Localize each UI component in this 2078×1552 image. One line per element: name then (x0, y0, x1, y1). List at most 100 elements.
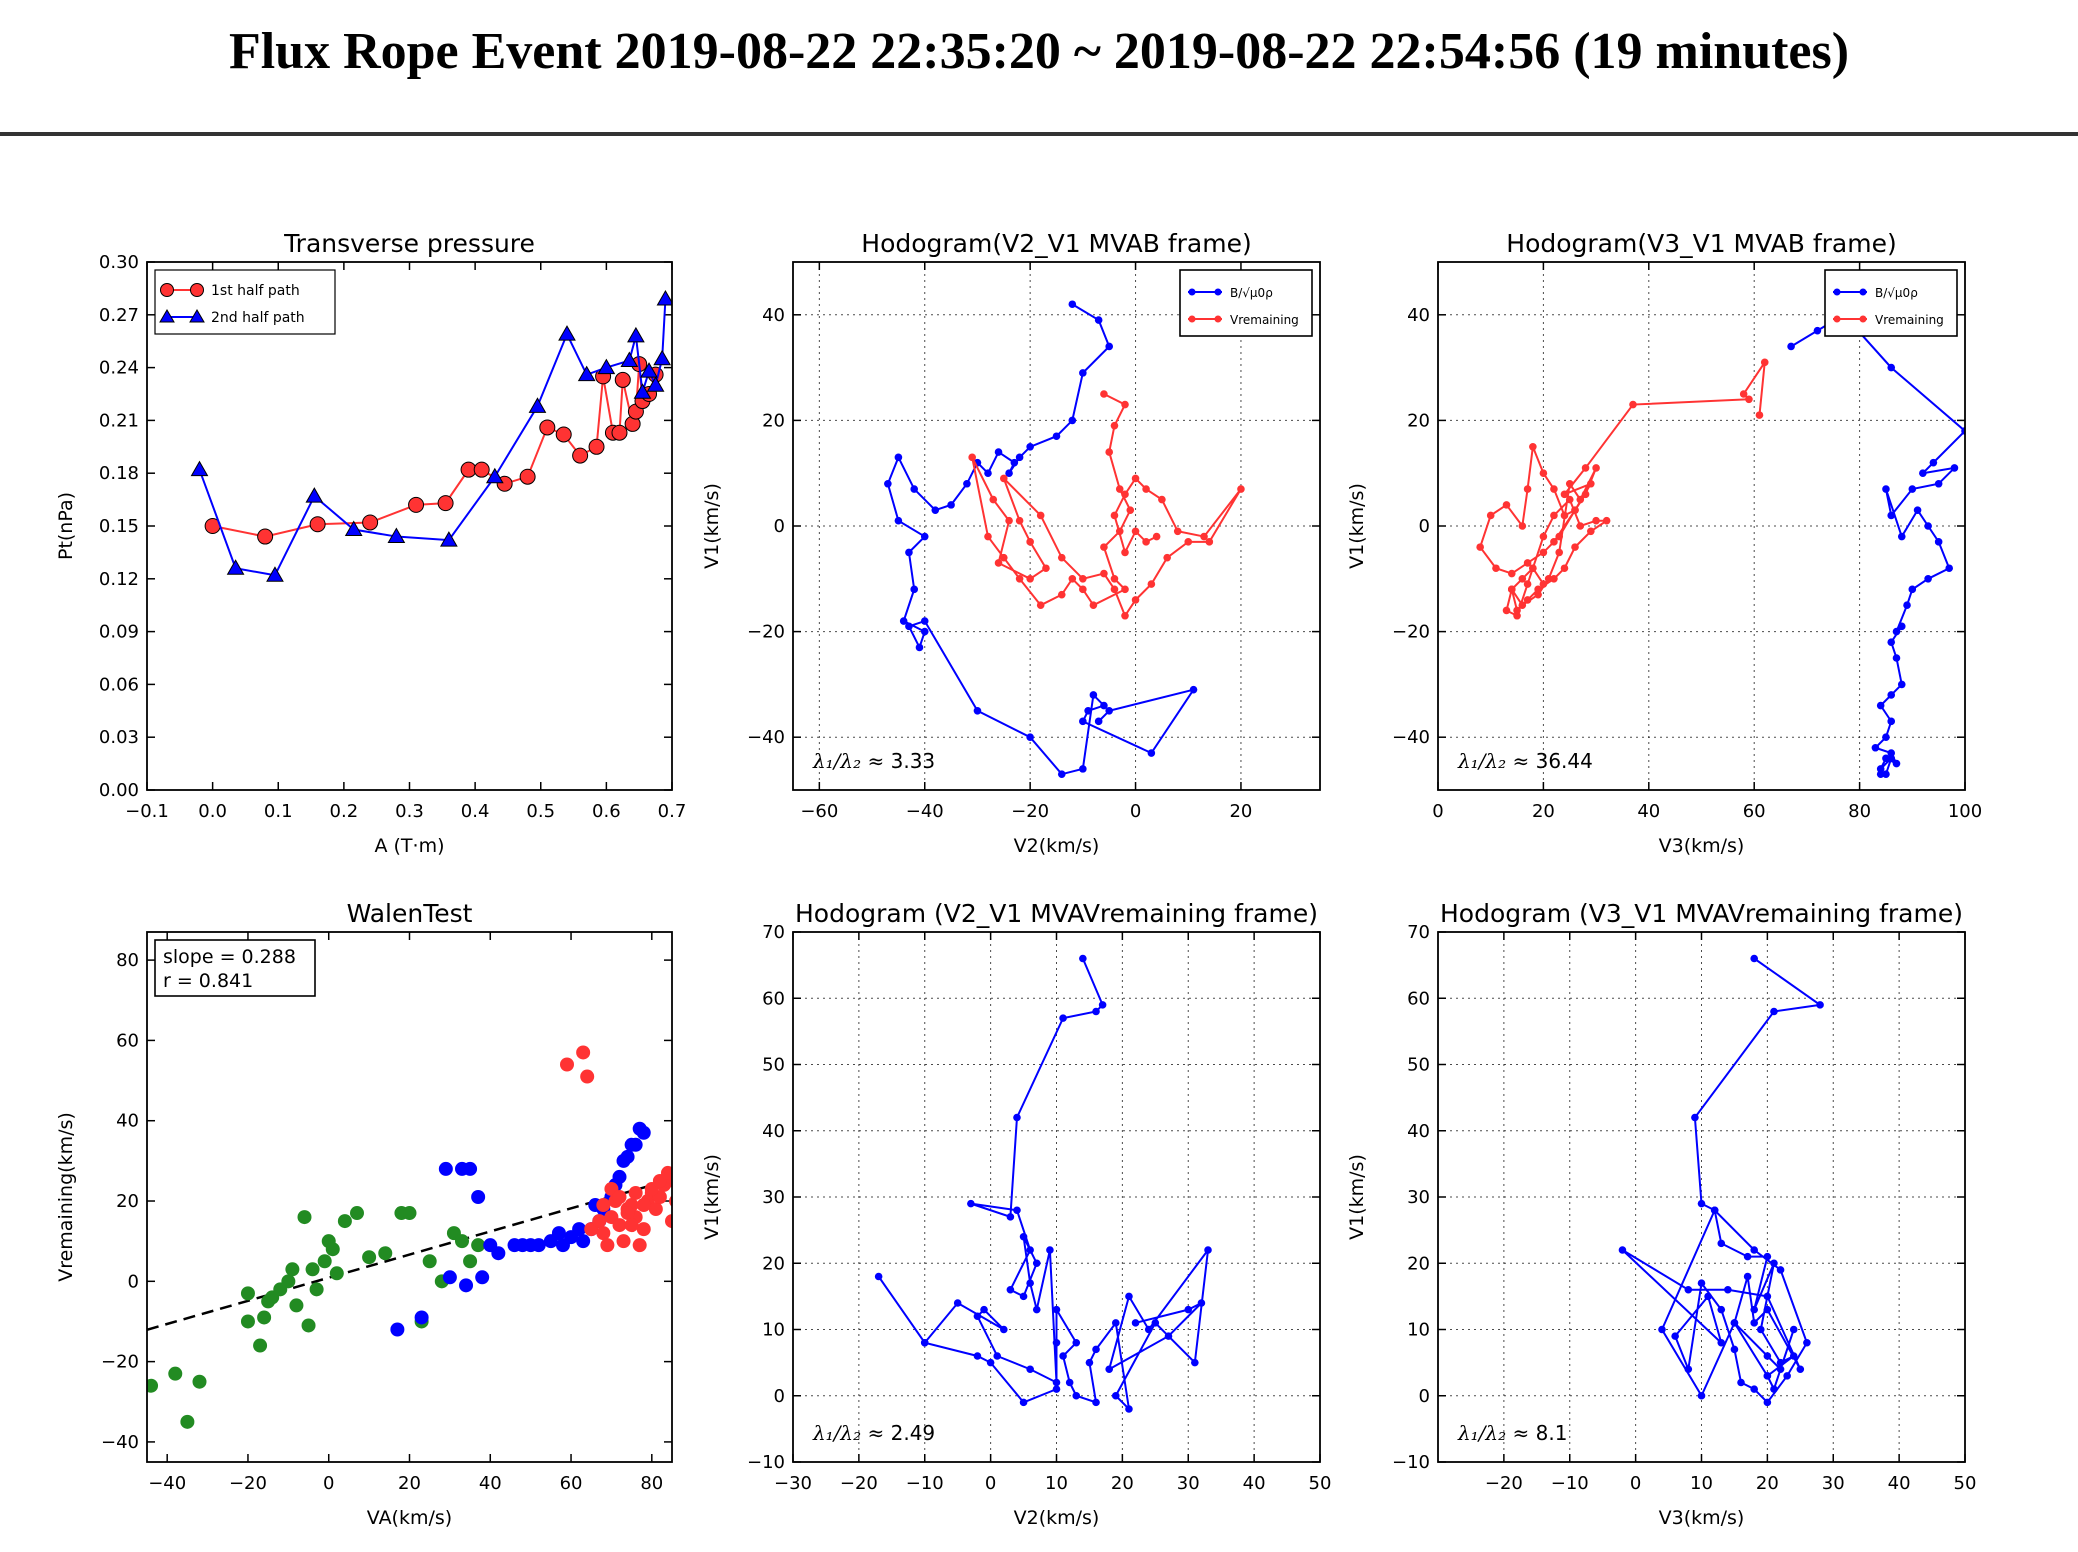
data-point (973, 1352, 982, 1360)
x-tick-label: −40 (906, 801, 944, 822)
data-point (612, 1190, 627, 1204)
data-point (1110, 421, 1119, 430)
data-point (1760, 358, 1769, 367)
y-tick-label: 0.27 (99, 305, 139, 326)
y-tick-label: 60 (1407, 988, 1430, 1009)
data-point (1550, 538, 1558, 546)
data-point (596, 1198, 611, 1213)
data-point (1876, 770, 1885, 778)
data-point (1581, 490, 1590, 499)
data-point (1079, 369, 1087, 377)
data-point (1026, 575, 1034, 583)
data-point (1539, 469, 1548, 478)
data-point (1005, 469, 1013, 478)
data-point (309, 1282, 324, 1297)
data-point (362, 1250, 377, 1265)
data-point (1565, 479, 1574, 488)
y-tick-label: 80 (116, 950, 139, 971)
data-point (1005, 516, 1013, 525)
data-point (1745, 395, 1753, 404)
data-point (1068, 300, 1077, 309)
data-point (555, 426, 572, 443)
data-point (1691, 1113, 1699, 1122)
data-point (1079, 717, 1087, 726)
data-point (1945, 564, 1953, 573)
data-point (620, 1206, 635, 1221)
data-point (910, 485, 919, 493)
legend-box (1179, 269, 1313, 337)
data-point (463, 1161, 478, 1176)
data-point (1144, 1325, 1153, 1334)
data-point (1057, 770, 1066, 778)
data-point (1121, 548, 1129, 557)
data-point (1502, 606, 1511, 615)
data-point (471, 1190, 486, 1204)
data-point (1125, 1292, 1133, 1301)
y-tick-label: 40 (762, 305, 785, 326)
y-tick-label: 0 (774, 1386, 785, 1407)
y-tick-label: 0.30 (99, 252, 139, 273)
data-point (1019, 1232, 1028, 1241)
data-point (1763, 1352, 1772, 1360)
x-tick-label: 60 (560, 1473, 583, 1494)
x-tick-label: 80 (640, 1473, 663, 1494)
data-point (920, 532, 929, 541)
data-point (620, 351, 639, 368)
data-point (1565, 495, 1574, 504)
data-point (1026, 1279, 1034, 1287)
y-tick-label: 0.18 (99, 463, 139, 484)
data-point (1046, 1246, 1054, 1254)
data-point (1513, 606, 1521, 615)
data-point (1079, 954, 1087, 963)
eigenvalue-ratio-label: λ₁/λ₂ ≈ 3.33 (812, 749, 935, 773)
data-point (455, 1234, 469, 1249)
data-point (636, 1198, 651, 1213)
y-tick-label: 20 (762, 410, 785, 431)
data-point (577, 365, 596, 382)
data-point (920, 627, 929, 636)
y-tick-label: 0.15 (99, 516, 139, 537)
x-tick-label: −60 (800, 801, 838, 822)
eigenvalue-ratio-label: λ₁/λ₂ ≈ 36.44 (1457, 749, 1593, 773)
data-point (1131, 1319, 1140, 1327)
chart-p5: −30 −20 −10 0 10 20 30 40 50 −10 0 10 20 30 40 50 60 70 Ho… (701, 899, 1331, 1529)
chart-p4: −40 −20 0 20 40 60 80 −40 −20 0 20 40 60 80 WalenTest V… (55, 899, 673, 1529)
chart-p1: −0.1 0.0 0.1 0.2 0.3 0.4 0.5 0.6 0.7 0.00 0.03 0.06… (55, 229, 686, 857)
data-point (560, 1057, 574, 1072)
data-point (592, 1214, 607, 1229)
data-point (1089, 601, 1098, 609)
y-axis-label: Vremaining(km/s) (55, 1112, 77, 1282)
data-point (1743, 1272, 1752, 1281)
data-point (1098, 1001, 1107, 1009)
x-tick-label: 0.5 (526, 801, 555, 822)
x-tick-label: 50 (1954, 1473, 1977, 1494)
data-point (344, 520, 363, 537)
data-point (1908, 485, 1917, 493)
y-tick-label: −10 (747, 1452, 785, 1473)
data-point (1629, 400, 1637, 409)
data-point (1072, 1391, 1081, 1400)
data-point (1100, 701, 1108, 710)
x-tick-label: 20 (1532, 801, 1555, 822)
series-line (877, 958, 1210, 1412)
data-point (632, 1238, 647, 1253)
data-point (1534, 590, 1542, 599)
data-point (1032, 1305, 1041, 1314)
data-point (1092, 1007, 1100, 1016)
data-point (1518, 575, 1527, 583)
data-point (1100, 390, 1108, 398)
legend-marker (1833, 288, 1841, 296)
data-point (1576, 522, 1585, 530)
data-point (1079, 575, 1087, 583)
data-point (1147, 580, 1156, 588)
data-point (1121, 585, 1129, 594)
data-point (1015, 453, 1024, 462)
data-point (1042, 564, 1050, 573)
page-title: Flux Rope Event 2019-08-22 22:35:20 ~ 20… (228, 23, 1850, 80)
y-tick-label: 20 (1407, 1253, 1430, 1274)
data-point (297, 1210, 312, 1225)
x-tick-label: 20 (1756, 1473, 1779, 1494)
data-point (1507, 569, 1516, 578)
data-point (1121, 490, 1129, 499)
data-point (337, 1214, 352, 1229)
